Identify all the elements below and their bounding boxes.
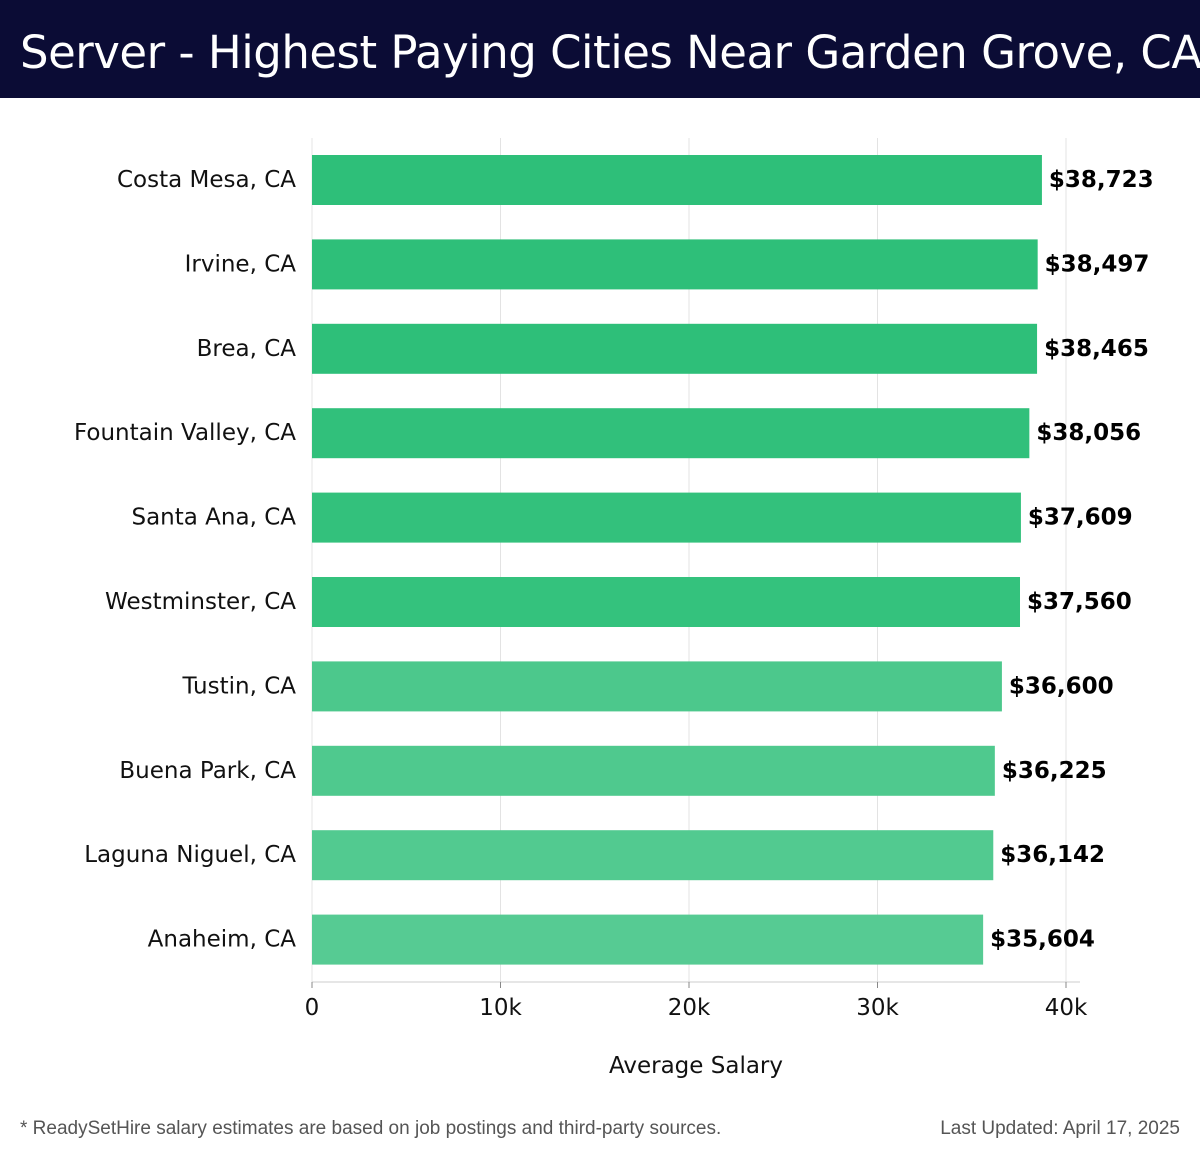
bar [312, 239, 1038, 290]
category-label: Anaheim, CA [148, 927, 297, 953]
footnote: * ReadySetHire salary estimates are base… [20, 1118, 722, 1139]
value-label: $38,497 [1045, 251, 1150, 277]
value-label: $35,604 [990, 927, 1095, 953]
category-label: Santa Ana, CA [131, 505, 296, 531]
chart-title: Server - Highest Paying Cities Near Gard… [20, 26, 1200, 79]
chart-header: Server - Highest Paying Cities Near Gard… [0, 0, 1200, 98]
x-axis-label: Average Salary [609, 1053, 783, 1079]
bar [312, 323, 1038, 374]
value-label: $36,600 [1009, 673, 1114, 699]
bar [312, 661, 1002, 712]
bar [312, 745, 995, 796]
x-tick-label: 10k [479, 995, 522, 1021]
value-label: $37,560 [1027, 589, 1132, 615]
category-label: Buena Park, CA [119, 758, 296, 784]
category-label: Westminster, CA [105, 589, 296, 615]
category-label: Fountain Valley, CA [74, 420, 296, 446]
value-label: $38,723 [1049, 167, 1154, 193]
category-label: Tustin, CA [181, 673, 296, 699]
value-label: $38,056 [1036, 420, 1141, 446]
category-label: Laguna Niguel, CA [84, 842, 296, 868]
category-label: Costa Mesa, CA [117, 167, 296, 193]
value-label: $38,465 [1044, 336, 1149, 362]
category-label: Irvine, CA [185, 251, 297, 277]
x-tick-label: 40k [1045, 995, 1088, 1021]
bar [312, 155, 1042, 205]
value-label: $37,609 [1028, 505, 1133, 531]
last-updated: Last Updated: April 17, 2025 [940, 1118, 1180, 1139]
bar [312, 577, 1021, 627]
value-label: $36,142 [1000, 842, 1105, 868]
bar [312, 408, 1030, 459]
bar-chart: Costa Mesa, CA $38,723 Irvine, CA $38,497 Br… [74, 138, 1154, 1079]
bar [312, 914, 984, 965]
bar [312, 492, 1021, 543]
x-tick-label: 20k [668, 995, 711, 1021]
category-label: Brea, CA [197, 336, 297, 362]
x-tick-label: 0 [305, 995, 320, 1021]
bar [312, 830, 994, 881]
x-tick-label: 30k [856, 995, 899, 1021]
value-label: $36,225 [1002, 758, 1107, 784]
